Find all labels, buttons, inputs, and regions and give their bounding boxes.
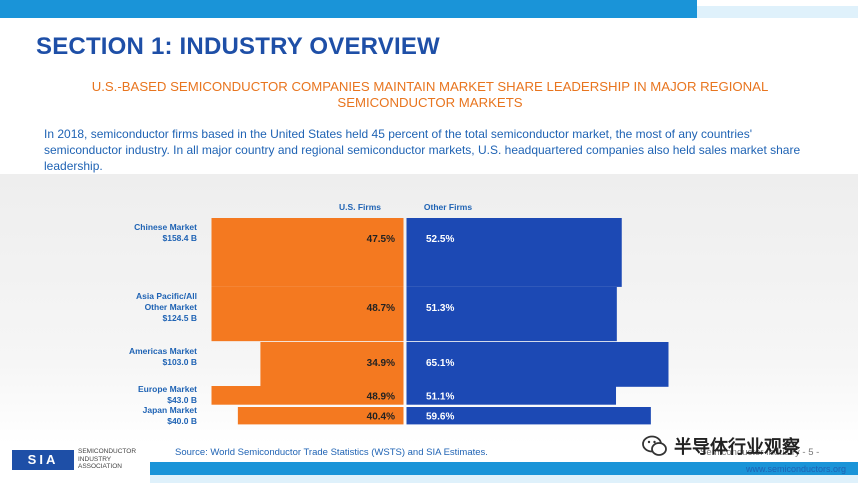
top-banner-light: [697, 6, 858, 18]
category-label: $43.0 B: [167, 395, 197, 405]
category-label: $124.5 B: [163, 313, 198, 323]
category-label: Other Market: [145, 302, 198, 312]
data-label-other: 51.1%: [426, 391, 454, 402]
sia-logo: SIA SEMICONDUCTOR INDUSTRY ASSOCIATION: [12, 448, 152, 474]
logo-word: INDUSTRY: [78, 455, 112, 463]
top-banner-blue: [0, 0, 697, 18]
category-label: $103.0 B: [163, 357, 198, 367]
bar-us-firms: [211, 287, 404, 342]
category-label: Japan Market: [143, 405, 197, 415]
page-title: SECTION 1: INDUSTRY OVERVIEW: [36, 33, 440, 60]
footer-strip: [150, 462, 858, 475]
intro-paragraph: In 2018, semiconductor firms based in th…: [44, 127, 801, 173]
data-label-other: 65.1%: [426, 358, 454, 369]
logo-word: ASSOCIATION: [78, 463, 122, 470]
bar-other-firms: [406, 407, 651, 425]
data-label-us: 40.4%: [367, 412, 395, 423]
logo-wordmark: SEMICONDUCTOR INDUSTRY ASSOCIATION: [78, 448, 136, 471]
data-label-us: 34.9%: [367, 358, 395, 369]
data-label-other: 52.5%: [426, 234, 454, 245]
bar-other-firms: [406, 342, 669, 387]
slide-subtitle: U.S.-BASED SEMICONDUCTOR COMPANIES MAINT…: [91, 79, 769, 110]
data-label-us: 48.7%: [367, 303, 395, 314]
footer-strip-light: [150, 475, 858, 483]
bar-us-firms: [260, 342, 404, 387]
data-label-us: 48.9%: [367, 391, 395, 402]
bar-us-firms: [237, 407, 404, 425]
data-label-other: 51.3%: [426, 303, 454, 314]
legend-label: U.S. Firms: [339, 202, 381, 212]
category-label: $158.4 B: [163, 233, 198, 243]
bar-other-firms: [406, 386, 617, 405]
category-label: Asia Pacific/All: [136, 291, 197, 301]
logo-word: SEMICONDUCTOR: [78, 448, 137, 455]
top-banner: [0, 0, 858, 18]
footer-banner: [0, 444, 858, 483]
category-label: Americas Market: [129, 346, 197, 356]
source-note: Source: World Semiconductor Trade Statis…: [175, 447, 488, 458]
bar-us-firms: [211, 386, 404, 405]
page-number: Semiconductor Industry - 5 -: [700, 447, 820, 458]
bar-other-firms: [406, 287, 617, 342]
watermark: 半导体行业观察: [642, 431, 800, 461]
category-label: $40.0 B: [167, 416, 197, 426]
website-link[interactable]: www.semiconductors.org: [746, 464, 847, 474]
logo-mark: SIA: [12, 450, 74, 470]
watermark-text: 半导体行业观察: [674, 437, 800, 457]
data-label-other: 59.6%: [426, 412, 454, 423]
bar-other-firms: [406, 218, 622, 287]
category-label: Chinese Market: [134, 222, 197, 232]
data-label-us: 47.5%: [367, 234, 395, 245]
wechat-icon: [642, 435, 667, 456]
legend-label: Other Firms: [424, 202, 472, 212]
bar-us-firms: [211, 218, 404, 287]
category-label: Europe Market: [138, 384, 197, 394]
